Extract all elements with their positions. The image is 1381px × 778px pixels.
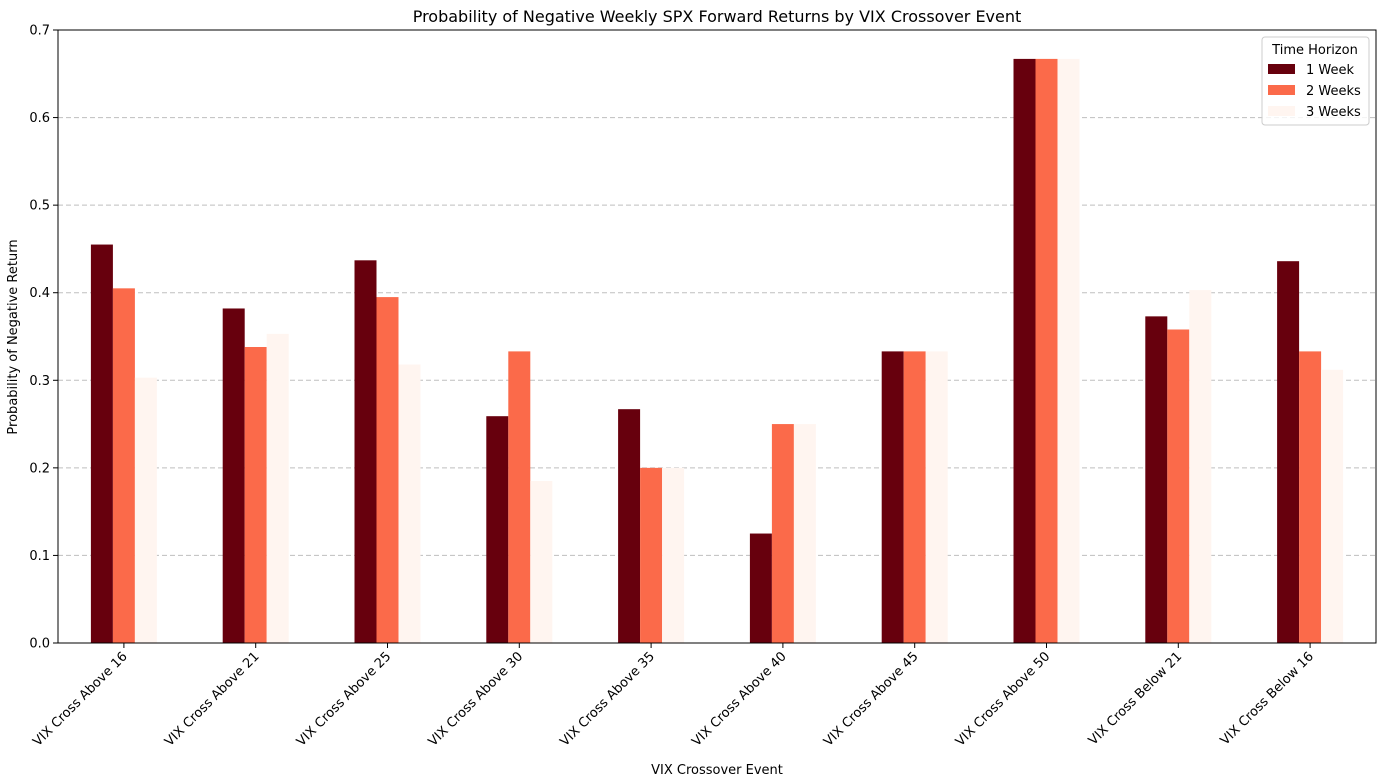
bar-3-weeks xyxy=(925,351,948,643)
y-tick-label: 0.0 xyxy=(29,637,50,652)
bar-3-weeks xyxy=(793,424,816,643)
x-axis-label: VIX Crossover Event xyxy=(651,763,783,778)
bar-1-week xyxy=(90,244,113,644)
y-tick-label: 0.3 xyxy=(29,374,50,389)
legend-label: 2 Weeks xyxy=(1306,84,1361,99)
bar-2-weeks xyxy=(1299,351,1322,643)
bar-2-weeks xyxy=(508,351,531,643)
bar-1-week xyxy=(881,351,904,643)
x-tick-label: VIX Cross Above 50 xyxy=(953,649,1053,749)
bar-3-weeks xyxy=(1057,58,1080,644)
x-tick-label: VIX Cross Below 21 xyxy=(1086,649,1185,748)
legend-box xyxy=(1261,36,1370,126)
y-tick-label: 0.6 xyxy=(29,111,50,126)
x-tick-label: VIX Cross Above 30 xyxy=(426,649,526,749)
x-tick-label: VIX Cross Above 35 xyxy=(558,649,658,749)
x-axis-ticks: VIX Cross Above 16 VIX Cross Above 21 VIX … xyxy=(30,643,1317,750)
y-axis-ticks: 0.0 0.1 0.2 0.3 0.4 0.5 0.6 0.7 xyxy=(29,24,58,652)
legend-swatch xyxy=(1268,106,1295,116)
bar-1-week xyxy=(749,533,772,643)
bar-2-weeks xyxy=(1167,329,1190,643)
bar-1-week xyxy=(354,260,377,643)
bar-1-week xyxy=(618,409,641,643)
legend: Time Horizon 1 Week 2 Weeks 3 Weeks xyxy=(1261,36,1370,126)
bar-1-week xyxy=(222,308,245,643)
x-tick-label: VIX Cross Above 45 xyxy=(821,649,921,749)
bar-2-weeks xyxy=(244,347,267,643)
y-axis-label: Probability of Negative Return xyxy=(6,239,21,434)
bar-3-weeks xyxy=(266,333,289,643)
plot-frame xyxy=(57,29,1377,644)
bar-3-weeks xyxy=(134,377,157,643)
y-tick-label: 0.2 xyxy=(29,461,50,476)
x-tick-label: VIX Cross Above 25 xyxy=(294,649,394,749)
bar-2-weeks xyxy=(376,297,399,643)
bar-2-weeks xyxy=(771,424,794,643)
y-tick-label: 0.4 xyxy=(29,286,50,301)
bar-1-week xyxy=(1277,261,1300,643)
bar-2-weeks xyxy=(640,467,663,643)
x-tick-label: VIX Cross Above 40 xyxy=(689,649,789,749)
x-tick-label: VIX Cross Above 16 xyxy=(30,649,130,749)
x-tick-label: VIX Cross Below 16 xyxy=(1218,649,1317,748)
y-tick-label: 0.7 xyxy=(29,24,50,39)
y-tick-label: 0.5 xyxy=(29,199,50,214)
bar-2-weeks xyxy=(903,351,926,643)
chart-title: Probability of Negative Weekly SPX Forwa… xyxy=(413,7,1022,26)
bar-1-week xyxy=(1013,58,1036,644)
y-tick-label: 0.1 xyxy=(29,549,50,564)
bar-3-weeks xyxy=(1189,290,1212,643)
bar-1-week xyxy=(1145,316,1168,643)
bar-layer xyxy=(90,58,1344,644)
legend-swatch xyxy=(1268,85,1295,95)
legend-swatch xyxy=(1268,64,1295,74)
bar-3-weeks xyxy=(1321,369,1344,643)
bar-2-weeks xyxy=(112,288,135,643)
legend-label: 3 Weeks xyxy=(1306,105,1361,120)
bar-3-weeks xyxy=(530,480,553,643)
legend-label: 1 Week xyxy=(1306,63,1354,78)
bar-1-week xyxy=(486,416,509,643)
x-tick-label: VIX Cross Above 21 xyxy=(162,649,262,749)
legend-title: Time Horizon xyxy=(1271,43,1358,58)
bar-3-weeks xyxy=(662,467,685,643)
bar-3-weeks xyxy=(398,364,421,643)
bar-2-weeks xyxy=(1035,58,1058,644)
legend-items: 1 Week 2 Weeks 3 Weeks xyxy=(1268,63,1361,120)
